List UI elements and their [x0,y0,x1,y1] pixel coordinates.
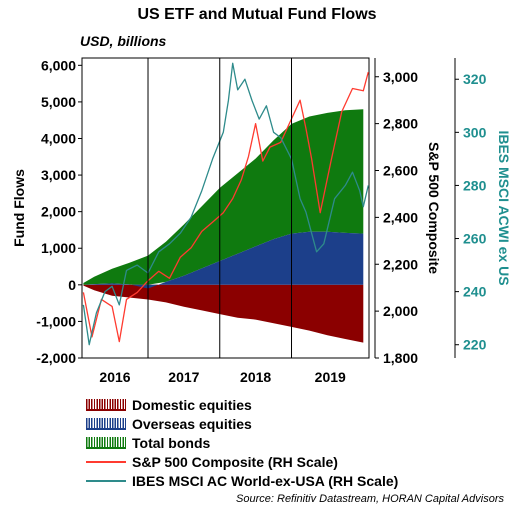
units-label: USD, billions [80,33,167,49]
y3-tick-label: 320 [463,71,487,87]
legend-label: IBES MSCI AC World-ex-USA (RH Scale) [132,472,399,489]
x-tick-label: 2016 [99,369,130,385]
area-domestic-equities [83,284,364,343]
legend-swatch [86,417,126,430]
legend-item: IBES MSCI AC World-ex-USA (RH Scale) [86,471,398,490]
y-tick-label: 2,000 [41,204,76,220]
chart-title: US ETF and Mutual Fund Flows [137,6,377,23]
area-overseas-equities [83,231,364,289]
y3-tick-label: 240 [463,284,487,300]
line-series [82,62,369,346]
legend-item: Total bonds [86,433,398,452]
source-note: Source: Refinitiv Datastream, HORAN Capi… [236,493,504,505]
area-total-bonds [83,109,364,285]
y2-tick-label: 2,600 [383,163,418,179]
y2-tick-label: 2,400 [383,209,418,225]
legend-swatch [86,398,126,411]
legend-swatch [86,460,126,463]
x-axis: 2016 2017 2018 2019 [99,369,346,385]
legend-label: S&P 500 Composite (RH Scale) [132,453,338,470]
legend-label: Overseas equities [132,415,252,432]
legend-swatch [86,479,126,482]
legend-item: Domestic equities [86,395,398,414]
left-axis: -2,000 -1,000 0 1,000 2,000 3,000 4,000 5,000 6,… [36,57,82,366]
y-tick-label: -1,000 [36,313,76,329]
y-tick-label: -2,000 [36,350,76,366]
far-right-axis: 220 240 260 280 300 320 [455,71,487,353]
legend-item: S&P 500 Composite (RH Scale) [86,452,398,471]
y-tick-label: 1,000 [41,240,76,256]
legend-label: Domestic equities [132,396,252,413]
y2-tick-label: 3,000 [383,69,418,85]
y-tick-label: 0 [68,277,76,293]
plot-frame [81,57,370,359]
y3-tick-label: 300 [463,124,487,140]
legend-item: Overseas equities [86,414,398,433]
y-axis-title: Fund Flows [11,169,27,247]
y2-tick-label: 1,800 [383,350,418,366]
line-sp500 [82,71,369,343]
y-tick-label: 6,000 [41,57,76,73]
legend-label: Total bonds [132,434,211,451]
legend: Domestic equities Overseas equities Total … [86,395,398,490]
y2-tick-label: 2,000 [383,303,418,319]
legend-swatch [86,436,126,449]
stacked-areas [83,109,364,343]
year-dividers [147,58,293,358]
y3-tick-label: 280 [463,177,487,193]
x-tick-label: 2017 [168,369,199,385]
y-tick-label: 4,000 [41,130,76,146]
y3-axis-title: IBES MSCI ACWI ex US [496,130,512,285]
y-tick-label: 3,000 [41,167,76,183]
y2-tick-label: 2,200 [383,256,418,272]
x-tick-label: 2019 [315,369,346,385]
y2-tick-label: 2,800 [383,116,418,132]
right-axis: 1,800 2,000 2,200 2,400 2,600 2,800 3,000 [375,69,418,366]
y3-tick-label: 260 [463,231,487,247]
line-msci-acwi-ex-us [82,62,369,346]
x-tick-label: 2018 [240,369,271,385]
y3-tick-label: 220 [463,337,487,353]
y2-axis-title: S&P 500 Composite [426,142,442,274]
y-tick-label: 5,000 [41,94,76,110]
